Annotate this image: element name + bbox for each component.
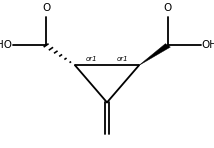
Text: OH: OH — [202, 40, 214, 50]
Polygon shape — [139, 44, 170, 65]
Text: HO: HO — [0, 40, 12, 50]
Text: O: O — [42, 3, 50, 13]
Text: O: O — [164, 3, 172, 13]
Text: or1: or1 — [117, 56, 129, 62]
Text: or1: or1 — [85, 56, 97, 62]
